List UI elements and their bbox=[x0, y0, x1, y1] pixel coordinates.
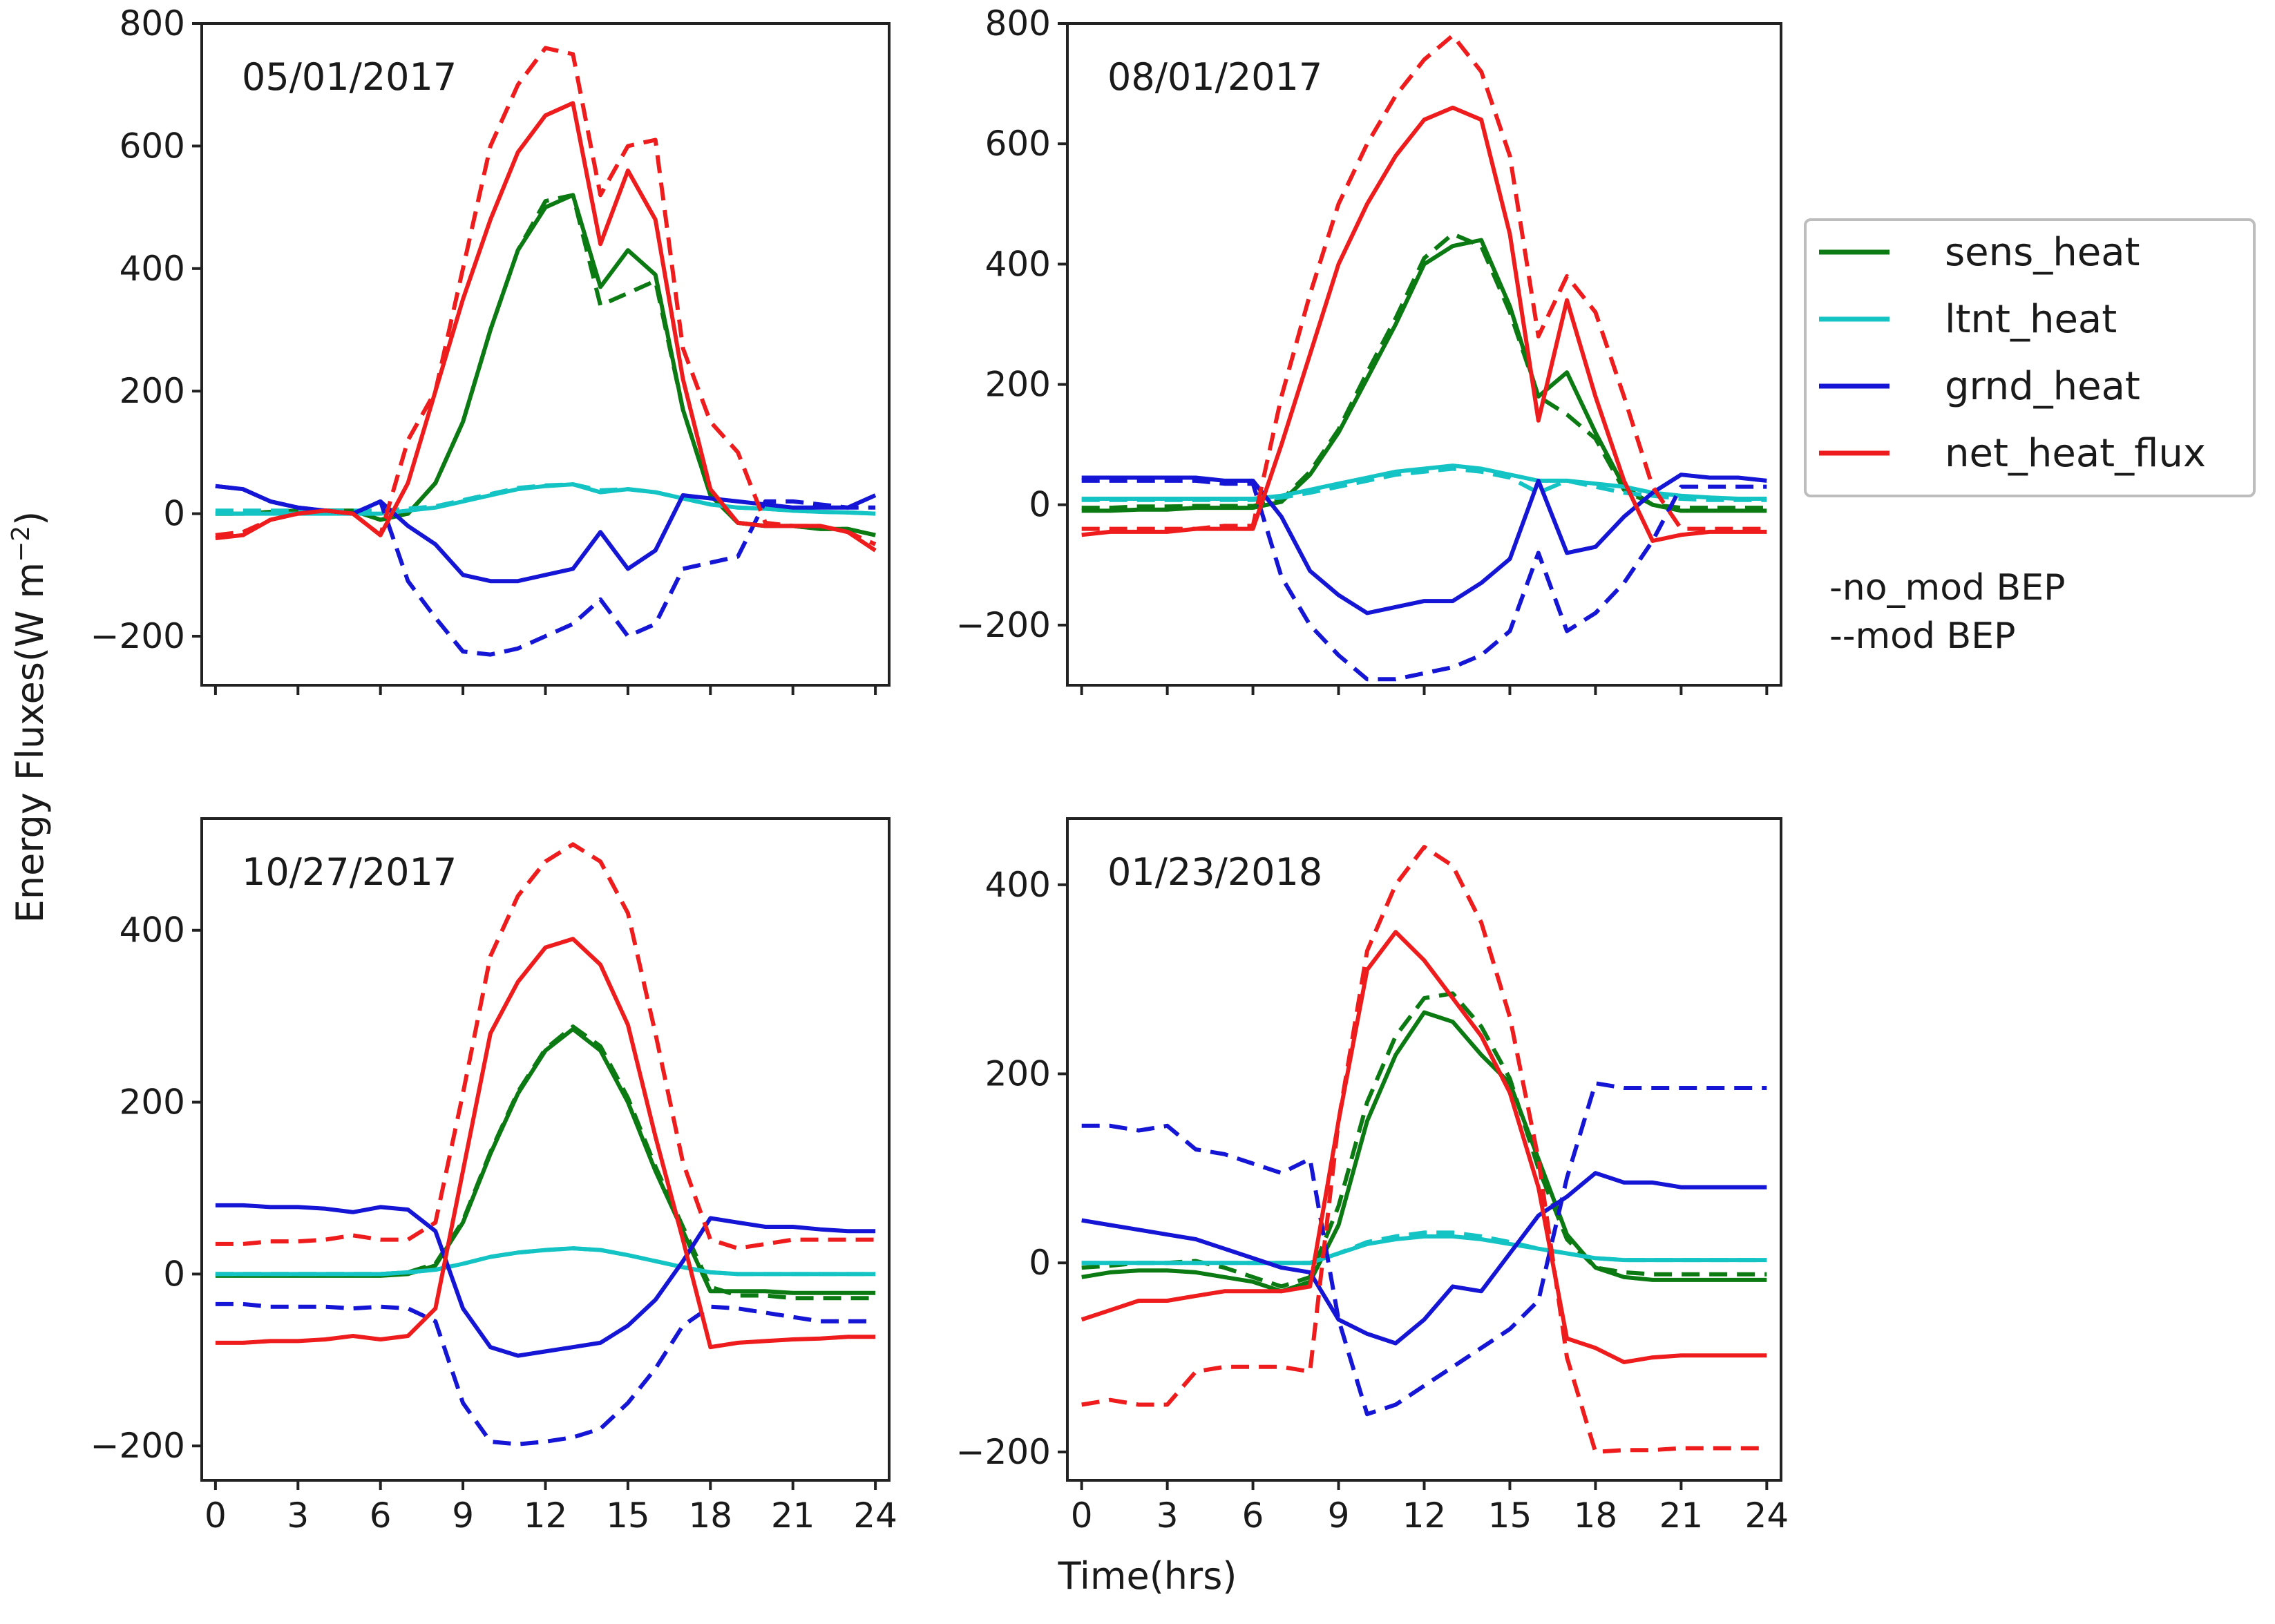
x-tick-label: 9 bbox=[1328, 1496, 1350, 1536]
plot-frame bbox=[1066, 817, 1782, 1482]
x-tick-label: 18 bbox=[688, 1496, 732, 1536]
x-tick-label: 0 bbox=[204, 1496, 227, 1536]
series-line-ltnt-heat-dashed bbox=[215, 482, 876, 516]
y-tick-label: 0 bbox=[163, 1254, 185, 1294]
y-tick-label: 200 bbox=[985, 1054, 1051, 1094]
series-line-ltnt-heat-dashed bbox=[1081, 1230, 1767, 1265]
series-line-ltnt-heat-dashed bbox=[1081, 466, 1767, 502]
y-tick-label: −200 bbox=[91, 1426, 185, 1466]
y-tick-label: 400 bbox=[120, 910, 185, 950]
x-tick-label: 3 bbox=[1156, 1496, 1179, 1536]
series-line-grnd-heat-dashed bbox=[215, 1301, 876, 1446]
chart-panel-4: −200 0 200 400 0 3 6 9 12 15 18 21 24 01/23/2018 bbox=[956, 817, 1789, 1536]
y-tick-label: 200 bbox=[120, 371, 185, 411]
x-tick-label: 9 bbox=[452, 1496, 474, 1536]
x-tick-label: 21 bbox=[771, 1496, 815, 1536]
panel-date-label: 10/27/2017 bbox=[242, 850, 457, 894]
series-line-grnd-heat-dashed bbox=[1081, 478, 1767, 682]
series-group bbox=[1081, 845, 1767, 1454]
chart-panel-3: −200 0 200 400 0 3 6 9 12 15 18 21 24 10/27/2017 bbox=[91, 817, 897, 1536]
series-line-sens-heat-solid bbox=[1081, 1010, 1767, 1294]
series-line-net-heat-flux-dashed bbox=[1081, 845, 1767, 1454]
x-tick-label: 15 bbox=[606, 1496, 650, 1536]
x-tick-label: 6 bbox=[1242, 1496, 1264, 1536]
x-tick-label: 24 bbox=[853, 1496, 897, 1536]
series-line-net-heat-flux-dashed bbox=[1081, 33, 1767, 531]
series-line-ltnt-heat-dashed bbox=[215, 1246, 876, 1277]
legend-label-grnd-heat: grnd_heat bbox=[1945, 364, 2140, 409]
y-tick-label: 400 bbox=[985, 865, 1051, 905]
series-line-sens-heat-solid bbox=[215, 1026, 876, 1295]
y-tick-label: −200 bbox=[91, 616, 185, 656]
y-tick-label: 0 bbox=[163, 494, 185, 534]
y-tick-label: −200 bbox=[956, 1432, 1051, 1472]
x-tick-label: 0 bbox=[1071, 1496, 1093, 1536]
legend-label-sens-heat: sens_heat bbox=[1945, 230, 2140, 275]
y-tick-label: 600 bbox=[120, 126, 185, 166]
series-group bbox=[215, 842, 876, 1446]
legend: sens_heat ltnt_heat grnd_heat net_heat_f… bbox=[1804, 218, 2256, 497]
series-line-sens-heat-dashed bbox=[1081, 991, 1767, 1289]
plot-frame bbox=[200, 817, 891, 1482]
chart-panel-2: −200 0 200 400 600 800 08/01/2017 bbox=[956, 3, 1782, 695]
x-axis-label: Time(hrs) bbox=[1058, 1554, 1237, 1598]
y-axis-label-unit: −2 bbox=[7, 526, 35, 562]
y-tick-label: 400 bbox=[120, 249, 185, 289]
chart-panels: −200020040060080005/01/2017−200020040060… bbox=[91, 3, 1789, 1536]
y-tick-label: 200 bbox=[985, 365, 1051, 405]
y-axis-label: Energy Fluxes(W m−2) bbox=[7, 511, 52, 924]
note-mod-bep: --mod BEP bbox=[1829, 615, 2015, 657]
series-line-net-heat-flux-solid bbox=[215, 937, 876, 1350]
x-tick-label: 24 bbox=[1745, 1496, 1789, 1536]
x-tick-label: 15 bbox=[1488, 1496, 1532, 1536]
series-line-grnd-heat-solid bbox=[1081, 472, 1767, 615]
series-line-ltnt-heat-solid bbox=[215, 1246, 876, 1277]
y-tick-label: 0 bbox=[1029, 1243, 1051, 1283]
legend-label-net-heat-flux: net_heat_flux bbox=[1945, 431, 2206, 476]
panel-date-label: 01/23/2018 bbox=[1107, 850, 1322, 894]
series-line-grnd-heat-solid bbox=[1081, 1171, 1767, 1346]
chart-panel-1: −200 0 200 400 600 800 05/01/2017 bbox=[91, 3, 891, 695]
y-tick-label: 800 bbox=[120, 3, 185, 44]
series-line-sens-heat-dashed bbox=[215, 1024, 876, 1301]
panel-date-label: 05/01/2017 bbox=[242, 55, 457, 99]
series-line-net-heat-flux-dashed bbox=[215, 46, 877, 546]
series-line-net-heat-flux-solid bbox=[1081, 930, 1767, 1364]
series-line-grnd-heat-solid bbox=[215, 484, 877, 584]
series-line-grnd-heat-dashed bbox=[1081, 1081, 1767, 1417]
plot-frame bbox=[200, 22, 891, 687]
x-tick-label: 12 bbox=[1402, 1496, 1447, 1536]
x-tick-label: 12 bbox=[524, 1496, 568, 1536]
series-group bbox=[1081, 33, 1767, 682]
y-axis-label-close: ) bbox=[8, 511, 52, 526]
y-axis-label-text: Energy Fluxes(W m bbox=[8, 562, 52, 923]
series-line-grnd-heat-solid bbox=[215, 1203, 876, 1358]
panel-date-label: 08/01/2017 bbox=[1107, 55, 1322, 99]
x-tick-label: 21 bbox=[1659, 1496, 1704, 1536]
series-line-net-heat-flux-dashed bbox=[215, 842, 876, 1251]
y-tick-label: 800 bbox=[985, 3, 1051, 44]
x-tick-label: 18 bbox=[1574, 1496, 1618, 1536]
note-no-mod-bep: -no_mod BEP bbox=[1829, 567, 2065, 609]
y-tick-label: 400 bbox=[985, 244, 1051, 284]
series-group bbox=[215, 46, 877, 657]
y-tick-label: 600 bbox=[985, 124, 1051, 164]
series-line-sens-heat-dashed bbox=[1081, 231, 1767, 510]
legend-label-ltnt-heat: ltnt_heat bbox=[1945, 297, 2117, 342]
legend-box bbox=[1804, 218, 2256, 497]
series-line-net-heat-flux-solid bbox=[215, 101, 877, 553]
y-tick-label: −200 bbox=[956, 605, 1051, 645]
y-tick-label: 0 bbox=[1029, 485, 1051, 525]
x-tick-label: 6 bbox=[370, 1496, 392, 1536]
x-tick-label: 3 bbox=[287, 1496, 309, 1536]
y-tick-label: 200 bbox=[120, 1082, 185, 1123]
